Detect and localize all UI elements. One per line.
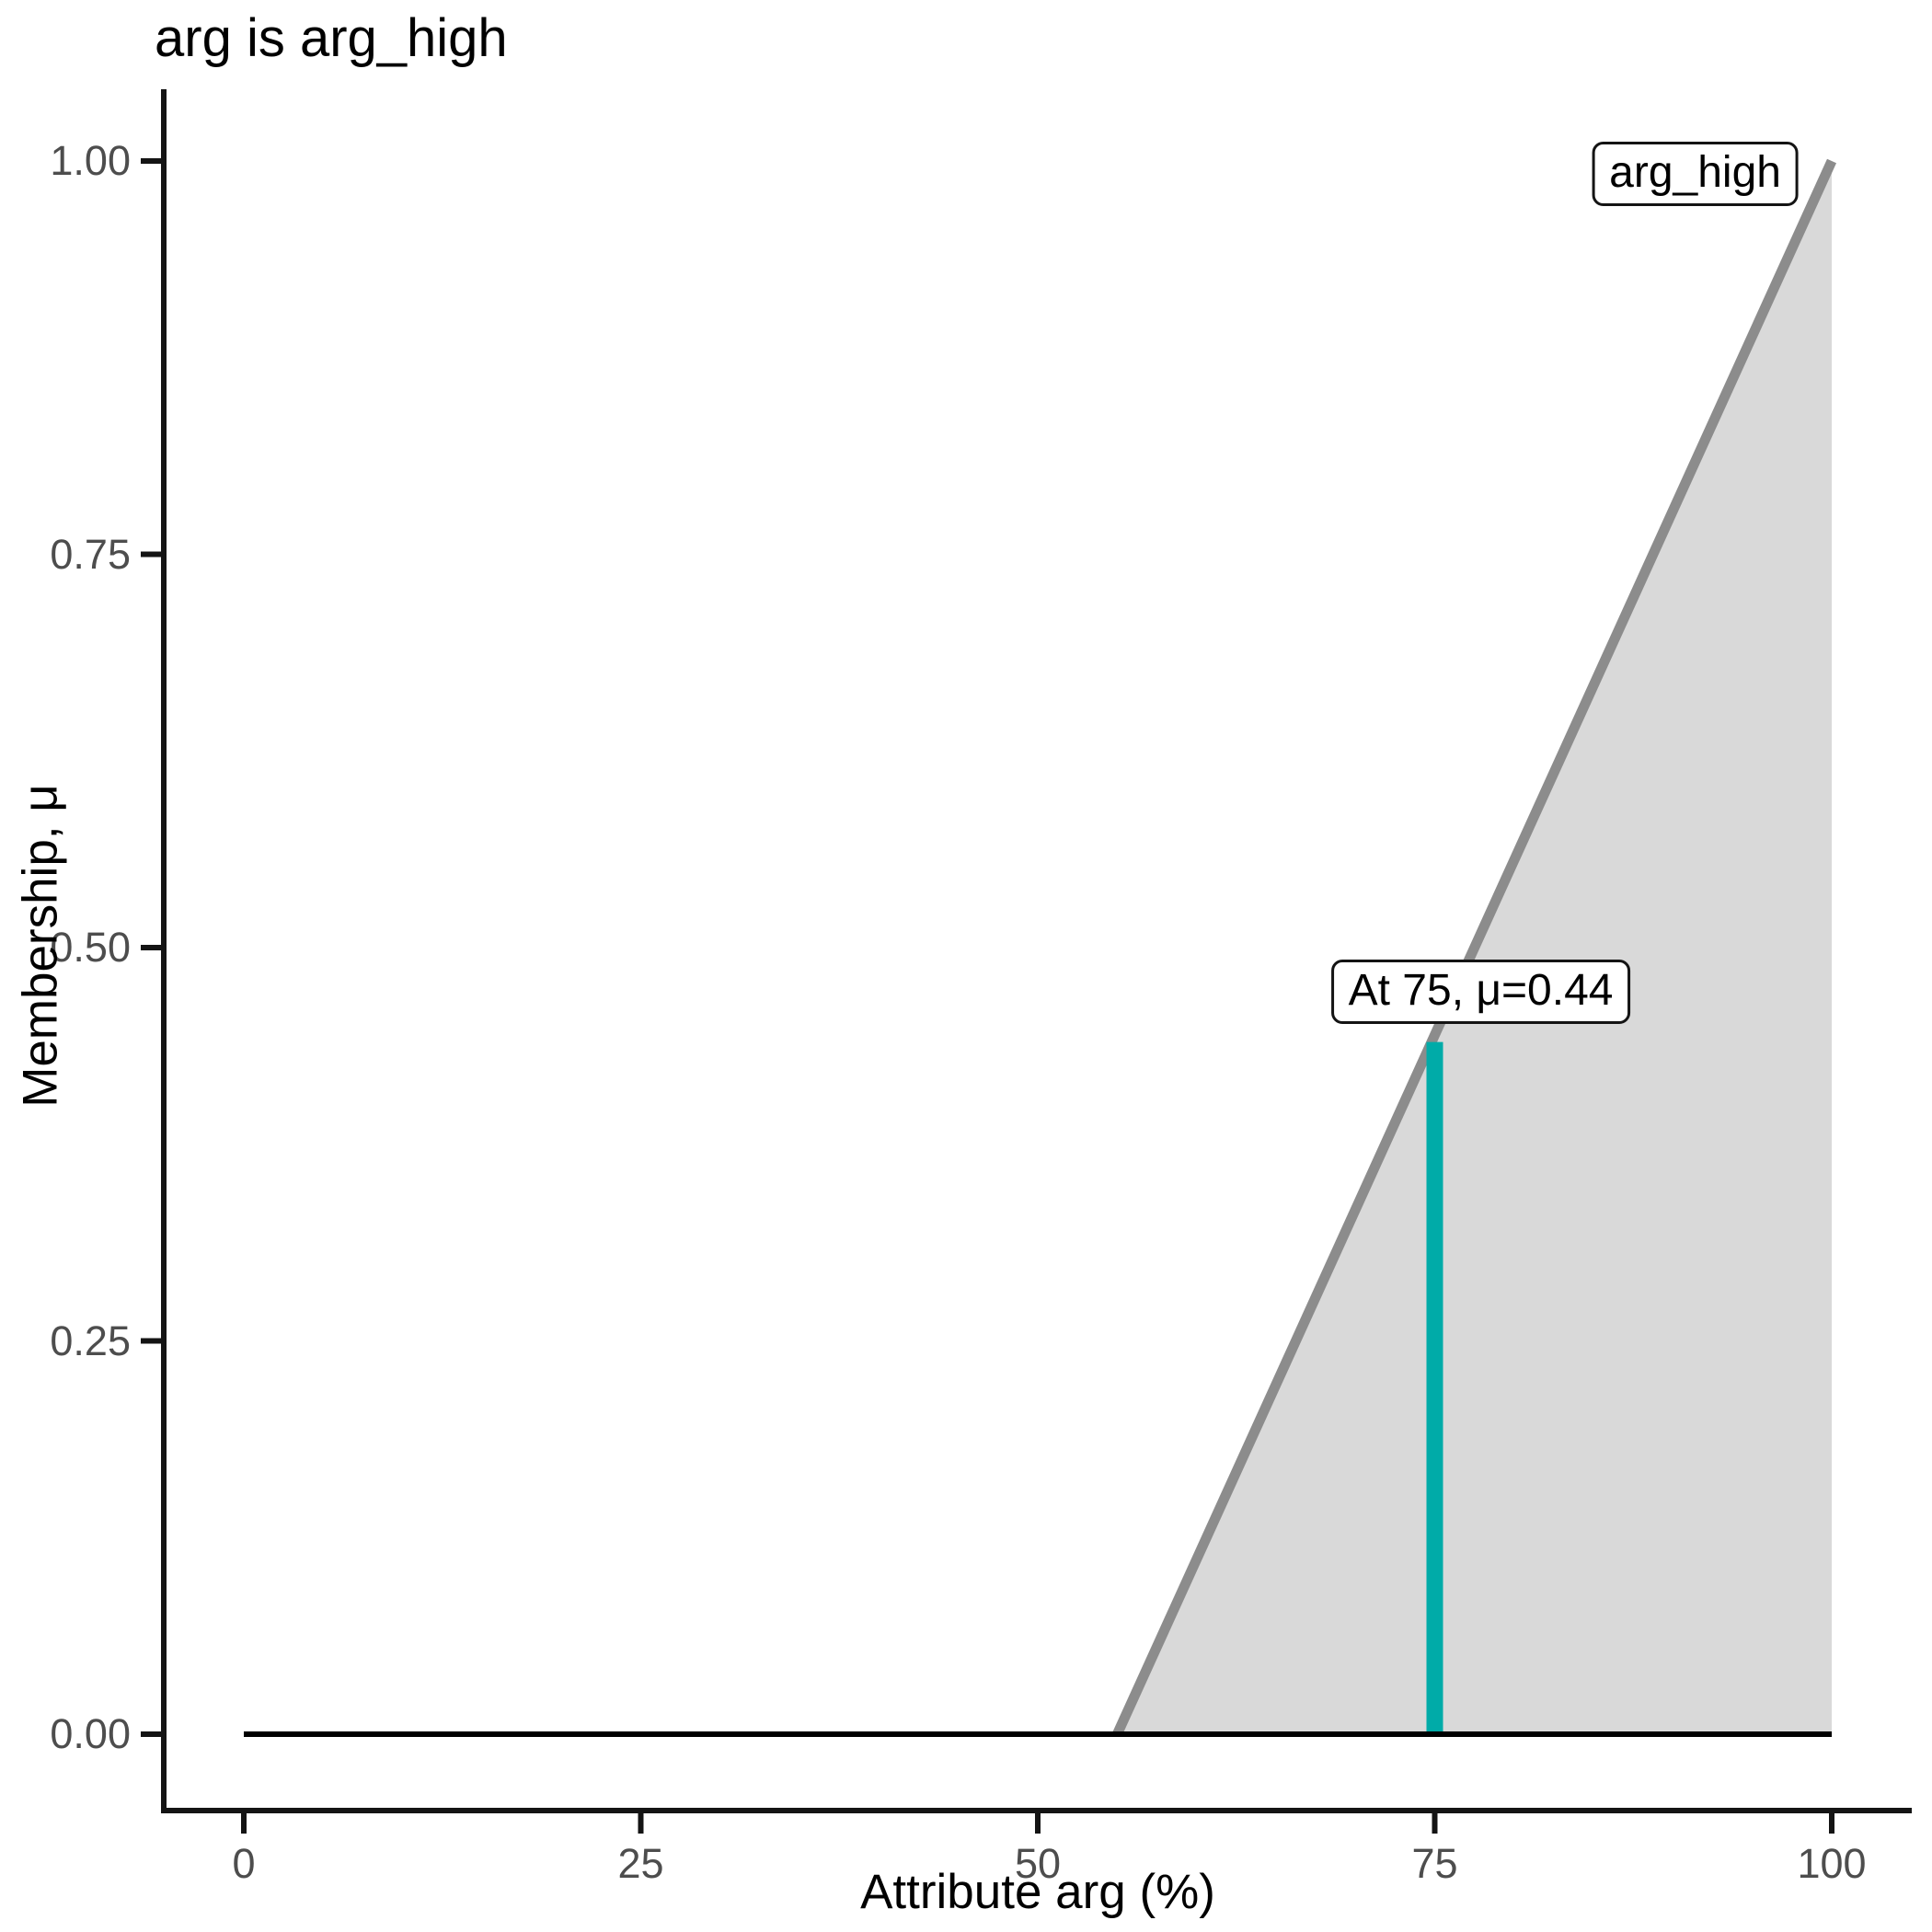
x-tick-label-100: 100 [1797, 1840, 1867, 1887]
y-tick-label-025: 0.25 [50, 1317, 131, 1364]
annotation-evaluation-label: At 75, μ=0.44 [1330, 959, 1631, 1024]
x-tick-label-25: 25 [617, 1840, 664, 1887]
x-tick-label-50: 50 [1014, 1840, 1062, 1887]
y-tick-label-050: 0.50 [50, 924, 131, 971]
y-tick-label-000: 0.00 [50, 1710, 131, 1757]
annotation-arg-high-text: arg_high [1609, 147, 1781, 197]
y-tick-label-100: 1.00 [50, 137, 131, 184]
annotation-arg-high-label: arg_high [1592, 141, 1799, 206]
annotation-evaluation-text: At 75, μ=0.44 [1348, 965, 1614, 1015]
chart-title: arg is arg_high [155, 8, 508, 68]
x-axis-title: Attribute arg (%) [860, 1865, 1215, 1919]
y-axis-title: Membership, μ [13, 784, 68, 1108]
x-tick-label-0: 0 [232, 1840, 256, 1887]
x-tick-label-75: 75 [1411, 1840, 1458, 1887]
y-tick-label-075: 0.75 [50, 530, 131, 578]
series-line-arg_high [1112, 158, 1837, 1737]
